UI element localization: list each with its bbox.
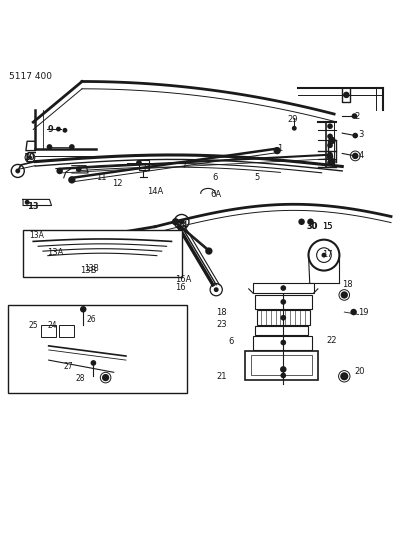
Circle shape (280, 366, 286, 373)
Bar (139, 159, 149, 169)
Text: 14: 14 (177, 221, 188, 230)
Circle shape (80, 306, 86, 312)
Circle shape (179, 219, 184, 224)
Text: 30: 30 (306, 222, 317, 231)
Text: 9: 9 (47, 125, 53, 134)
Bar (251, 355, 312, 375)
Circle shape (76, 166, 82, 172)
Circle shape (273, 147, 281, 154)
Circle shape (327, 142, 333, 148)
Text: 15: 15 (322, 222, 333, 231)
Text: 19: 19 (359, 308, 369, 317)
Circle shape (214, 287, 219, 292)
Bar (59, 325, 74, 337)
Text: 24: 24 (47, 321, 57, 330)
Circle shape (352, 113, 357, 119)
Text: 3: 3 (359, 130, 364, 139)
Text: 11: 11 (96, 173, 107, 182)
Bar (257, 310, 310, 326)
Bar (23, 230, 182, 277)
Text: 25: 25 (28, 321, 38, 330)
Circle shape (68, 176, 75, 183)
Text: 6A: 6A (210, 190, 221, 199)
Circle shape (25, 200, 29, 205)
Text: 29: 29 (287, 115, 298, 124)
Circle shape (352, 152, 359, 159)
Circle shape (136, 160, 142, 166)
Text: 2: 2 (355, 111, 360, 120)
Text: 16A: 16A (175, 275, 192, 284)
Circle shape (298, 219, 305, 225)
Text: 6: 6 (212, 173, 217, 182)
Circle shape (341, 292, 348, 298)
Bar (245, 351, 318, 379)
Text: 28: 28 (76, 374, 85, 383)
Text: 26: 26 (86, 315, 96, 324)
Circle shape (280, 299, 286, 305)
Text: 5: 5 (255, 173, 260, 182)
Text: 14A: 14A (147, 187, 163, 196)
Circle shape (322, 253, 326, 257)
Circle shape (327, 160, 333, 166)
Circle shape (56, 168, 63, 174)
Circle shape (280, 373, 286, 378)
Circle shape (292, 126, 297, 131)
Text: 15: 15 (322, 222, 333, 231)
Circle shape (28, 156, 32, 159)
Circle shape (327, 152, 333, 158)
Text: 14: 14 (177, 221, 188, 230)
Text: 18: 18 (216, 308, 227, 317)
Text: 13A: 13A (29, 231, 44, 240)
Text: 4: 4 (359, 151, 364, 160)
Circle shape (47, 144, 52, 150)
Circle shape (172, 218, 179, 225)
Text: 13A: 13A (47, 248, 64, 257)
Text: 16: 16 (175, 283, 186, 292)
Circle shape (102, 374, 109, 381)
Circle shape (205, 247, 213, 255)
Circle shape (56, 127, 61, 132)
Text: 17: 17 (322, 250, 333, 259)
Bar (253, 336, 312, 350)
Circle shape (328, 137, 336, 144)
Text: 30: 30 (306, 222, 318, 231)
Bar (40, 325, 56, 337)
Text: 7: 7 (182, 161, 187, 170)
Circle shape (280, 285, 286, 291)
Circle shape (327, 134, 333, 139)
Circle shape (328, 158, 336, 165)
Circle shape (350, 309, 357, 316)
Circle shape (62, 128, 67, 133)
Text: 13B: 13B (80, 266, 96, 275)
Text: 5117 400: 5117 400 (9, 72, 52, 81)
Text: 1: 1 (277, 144, 282, 153)
Text: 20: 20 (355, 367, 365, 376)
Circle shape (280, 340, 286, 345)
Circle shape (327, 123, 333, 129)
Circle shape (343, 92, 350, 98)
Text: 10: 10 (23, 153, 35, 162)
Text: 13: 13 (27, 202, 39, 211)
Circle shape (340, 372, 348, 381)
Text: 18: 18 (342, 280, 353, 289)
Text: 21: 21 (216, 372, 227, 381)
Text: 6: 6 (228, 337, 234, 346)
Bar (253, 283, 314, 293)
Circle shape (327, 154, 333, 160)
Bar (255, 326, 308, 335)
Circle shape (91, 360, 96, 366)
Circle shape (307, 219, 314, 225)
Circle shape (280, 315, 286, 320)
Text: 22: 22 (326, 336, 337, 345)
Text: 8: 8 (143, 164, 149, 173)
Circle shape (69, 144, 75, 150)
Bar (8, 305, 187, 392)
Circle shape (16, 168, 20, 173)
Bar (255, 295, 312, 309)
Text: 27: 27 (64, 362, 73, 372)
Circle shape (353, 133, 358, 139)
Text: 23: 23 (216, 320, 227, 329)
Text: 13B: 13B (84, 263, 99, 272)
Text: 12: 12 (113, 179, 123, 188)
